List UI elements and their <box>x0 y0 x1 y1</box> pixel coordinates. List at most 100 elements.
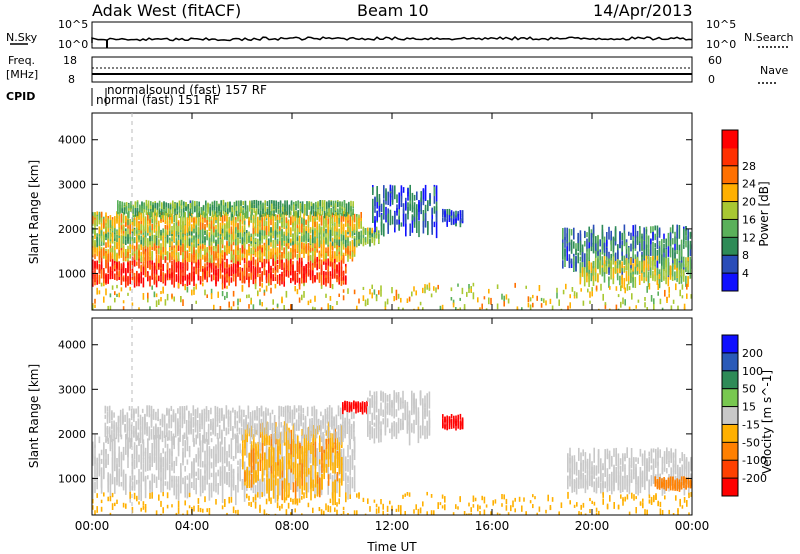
velocity-cell <box>164 458 167 469</box>
velocity-cell <box>314 441 317 460</box>
velocity-cell <box>142 439 145 460</box>
nsky-tick-bottom: 10^0 <box>58 38 88 51</box>
power-cell <box>111 232 114 238</box>
power-cell <box>176 202 178 208</box>
nave-tick-top: 60 <box>708 54 722 67</box>
power-cell <box>605 262 608 274</box>
velocity-cell <box>195 478 197 492</box>
power-cell <box>193 235 195 243</box>
power-cell <box>459 219 462 224</box>
power-cell <box>233 208 236 216</box>
velocity-cell <box>253 434 255 451</box>
power-cell <box>623 255 626 262</box>
power-cell <box>682 272 685 282</box>
power-cell <box>680 262 683 269</box>
power-cell <box>219 263 222 273</box>
power-cell <box>349 245 351 251</box>
power-cell <box>310 206 313 214</box>
power-cell <box>661 307 664 310</box>
power-cell <box>303 218 305 228</box>
power-cell <box>327 265 329 272</box>
power-cell <box>556 292 558 299</box>
power-cell <box>147 220 149 225</box>
velocity-cell <box>261 457 264 477</box>
power-cell <box>183 201 185 208</box>
station-title: Adak West (fitACF) <box>92 1 241 20</box>
power-cell <box>136 251 138 261</box>
power-cell <box>356 305 358 310</box>
power-cell <box>238 201 240 207</box>
power-cell <box>158 209 161 214</box>
power-cell <box>323 232 325 237</box>
power-cell <box>665 258 667 268</box>
power-cell <box>599 252 601 268</box>
power-cell <box>197 233 200 239</box>
power-cell <box>171 245 173 251</box>
power-cell <box>631 293 633 300</box>
power-cell <box>690 294 692 299</box>
power-cell <box>213 270 215 276</box>
power-cell <box>252 234 255 243</box>
power-cell <box>309 264 312 271</box>
velocity-cell <box>325 438 328 460</box>
power-cell <box>610 253 612 261</box>
power-cell <box>153 234 156 242</box>
power-cell <box>296 274 299 282</box>
power-cell <box>347 220 349 226</box>
power-cell <box>310 202 313 209</box>
power-cell <box>659 298 662 305</box>
power-cell <box>210 238 213 246</box>
velocity-cell <box>151 456 153 467</box>
power-cell <box>643 272 645 277</box>
power-cell <box>226 245 228 252</box>
velocity-cell <box>257 441 259 454</box>
velocity-cell <box>111 450 114 471</box>
power-cell <box>340 239 343 246</box>
power-cell <box>241 285 244 292</box>
power-cell <box>681 295 684 299</box>
power-cell <box>254 274 257 286</box>
power-cell <box>327 218 329 226</box>
velocity-cell <box>316 448 318 466</box>
power-cell <box>305 226 307 232</box>
power-cell <box>252 257 255 265</box>
power-cell <box>380 285 382 291</box>
power-cell <box>665 277 667 285</box>
power-cell <box>665 265 667 273</box>
power-cell <box>262 203 264 211</box>
power-cell <box>406 298 409 303</box>
velocity-cell <box>133 475 136 488</box>
power-cell <box>349 215 351 221</box>
velocity-cell <box>144 475 147 487</box>
power-cell <box>568 258 571 264</box>
power-cell <box>435 185 438 202</box>
power-cell <box>191 238 193 243</box>
power-cell <box>138 258 140 269</box>
power-cell <box>129 237 131 245</box>
power-cell <box>654 262 656 272</box>
power-cell <box>556 287 558 293</box>
power-cell <box>282 206 284 212</box>
velocity-cell <box>235 485 237 506</box>
power-cell <box>224 202 227 209</box>
power-cell <box>188 238 191 247</box>
power-cell <box>349 230 351 237</box>
power-cell <box>232 215 235 224</box>
power-cell <box>338 228 340 237</box>
power-cell <box>224 261 226 271</box>
power-cell <box>272 256 274 266</box>
velocity-cell <box>195 454 197 463</box>
velocity-cell <box>308 468 310 475</box>
power-cell <box>654 243 656 248</box>
power-cell <box>336 222 338 232</box>
power-cell <box>628 286 631 291</box>
power-cell <box>191 206 194 214</box>
power-cell <box>116 261 118 270</box>
power-cell <box>573 227 575 240</box>
power-cell <box>532 302 534 308</box>
power-colorbar-swatch <box>722 165 738 185</box>
power-cell <box>210 220 213 229</box>
power-cell <box>281 213 283 220</box>
